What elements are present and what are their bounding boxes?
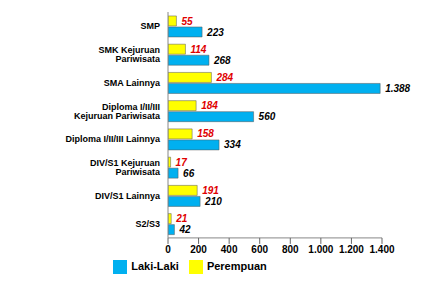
svg-text:158: 158 <box>197 128 214 139</box>
svg-text:55: 55 <box>181 16 193 27</box>
html-text:Laki-Laki: Laki-Laki <box>131 259 179 272</box>
svg-text:268: 268 <box>213 55 231 66</box>
svg-text:334: 334 <box>224 139 241 150</box>
svg-text:210: 210 <box>204 196 222 207</box>
svg-text:SMK KejuruanPariwisata: SMK KejuruanPariwisata <box>98 45 161 64</box>
svg-text:Diploma I/II/IIIKejuruan Pariw: Diploma I/II/IIIKejuruan Pariwisata <box>74 102 161 121</box>
svg-text:66: 66 <box>183 168 195 179</box>
svg-text:223: 223 <box>206 27 224 38</box>
svg-text:Diploma I/II/III Lainnya: Diploma I/II/III Lainnya <box>65 134 161 144</box>
svg-text:DIV/S1 KejuruanPariwisata: DIV/S1 KejuruanPariwisata <box>90 158 161 177</box>
svg-text:21: 21 <box>175 213 188 224</box>
svg-text:560: 560 <box>259 111 276 122</box>
svg-text:114: 114 <box>190 44 206 55</box>
svg-text:200: 200 <box>190 244 207 255</box>
svg-text:1.200: 1.200 <box>339 244 364 255</box>
svg-text:S2/S3: S2/S3 <box>135 219 160 229</box>
svg-text:42: 42 <box>178 224 191 235</box>
svg-text:191: 191 <box>202 185 219 196</box>
svg-text:SMA Lainnya: SMA Lainnya <box>104 78 161 88</box>
svg-text:DIV/S1 Lainnya: DIV/S1 Lainnya <box>95 191 161 201</box>
html-text:Perempuan: Perempuan <box>206 259 267 272</box>
svg-text:600: 600 <box>251 244 268 255</box>
svg-text:1.000: 1.000 <box>308 244 333 255</box>
svg-text:400: 400 <box>221 244 238 255</box>
svg-text:800: 800 <box>282 244 299 255</box>
svg-text:1.388: 1.388 <box>385 83 410 94</box>
svg-text:SMP: SMP <box>140 21 160 31</box>
svg-text:17: 17 <box>176 157 188 168</box>
svg-text:184: 184 <box>201 100 218 111</box>
svg-text:284: 284 <box>215 72 233 83</box>
svg-text:1.400: 1.400 <box>369 244 394 255</box>
svg-text:0: 0 <box>165 244 171 255</box>
